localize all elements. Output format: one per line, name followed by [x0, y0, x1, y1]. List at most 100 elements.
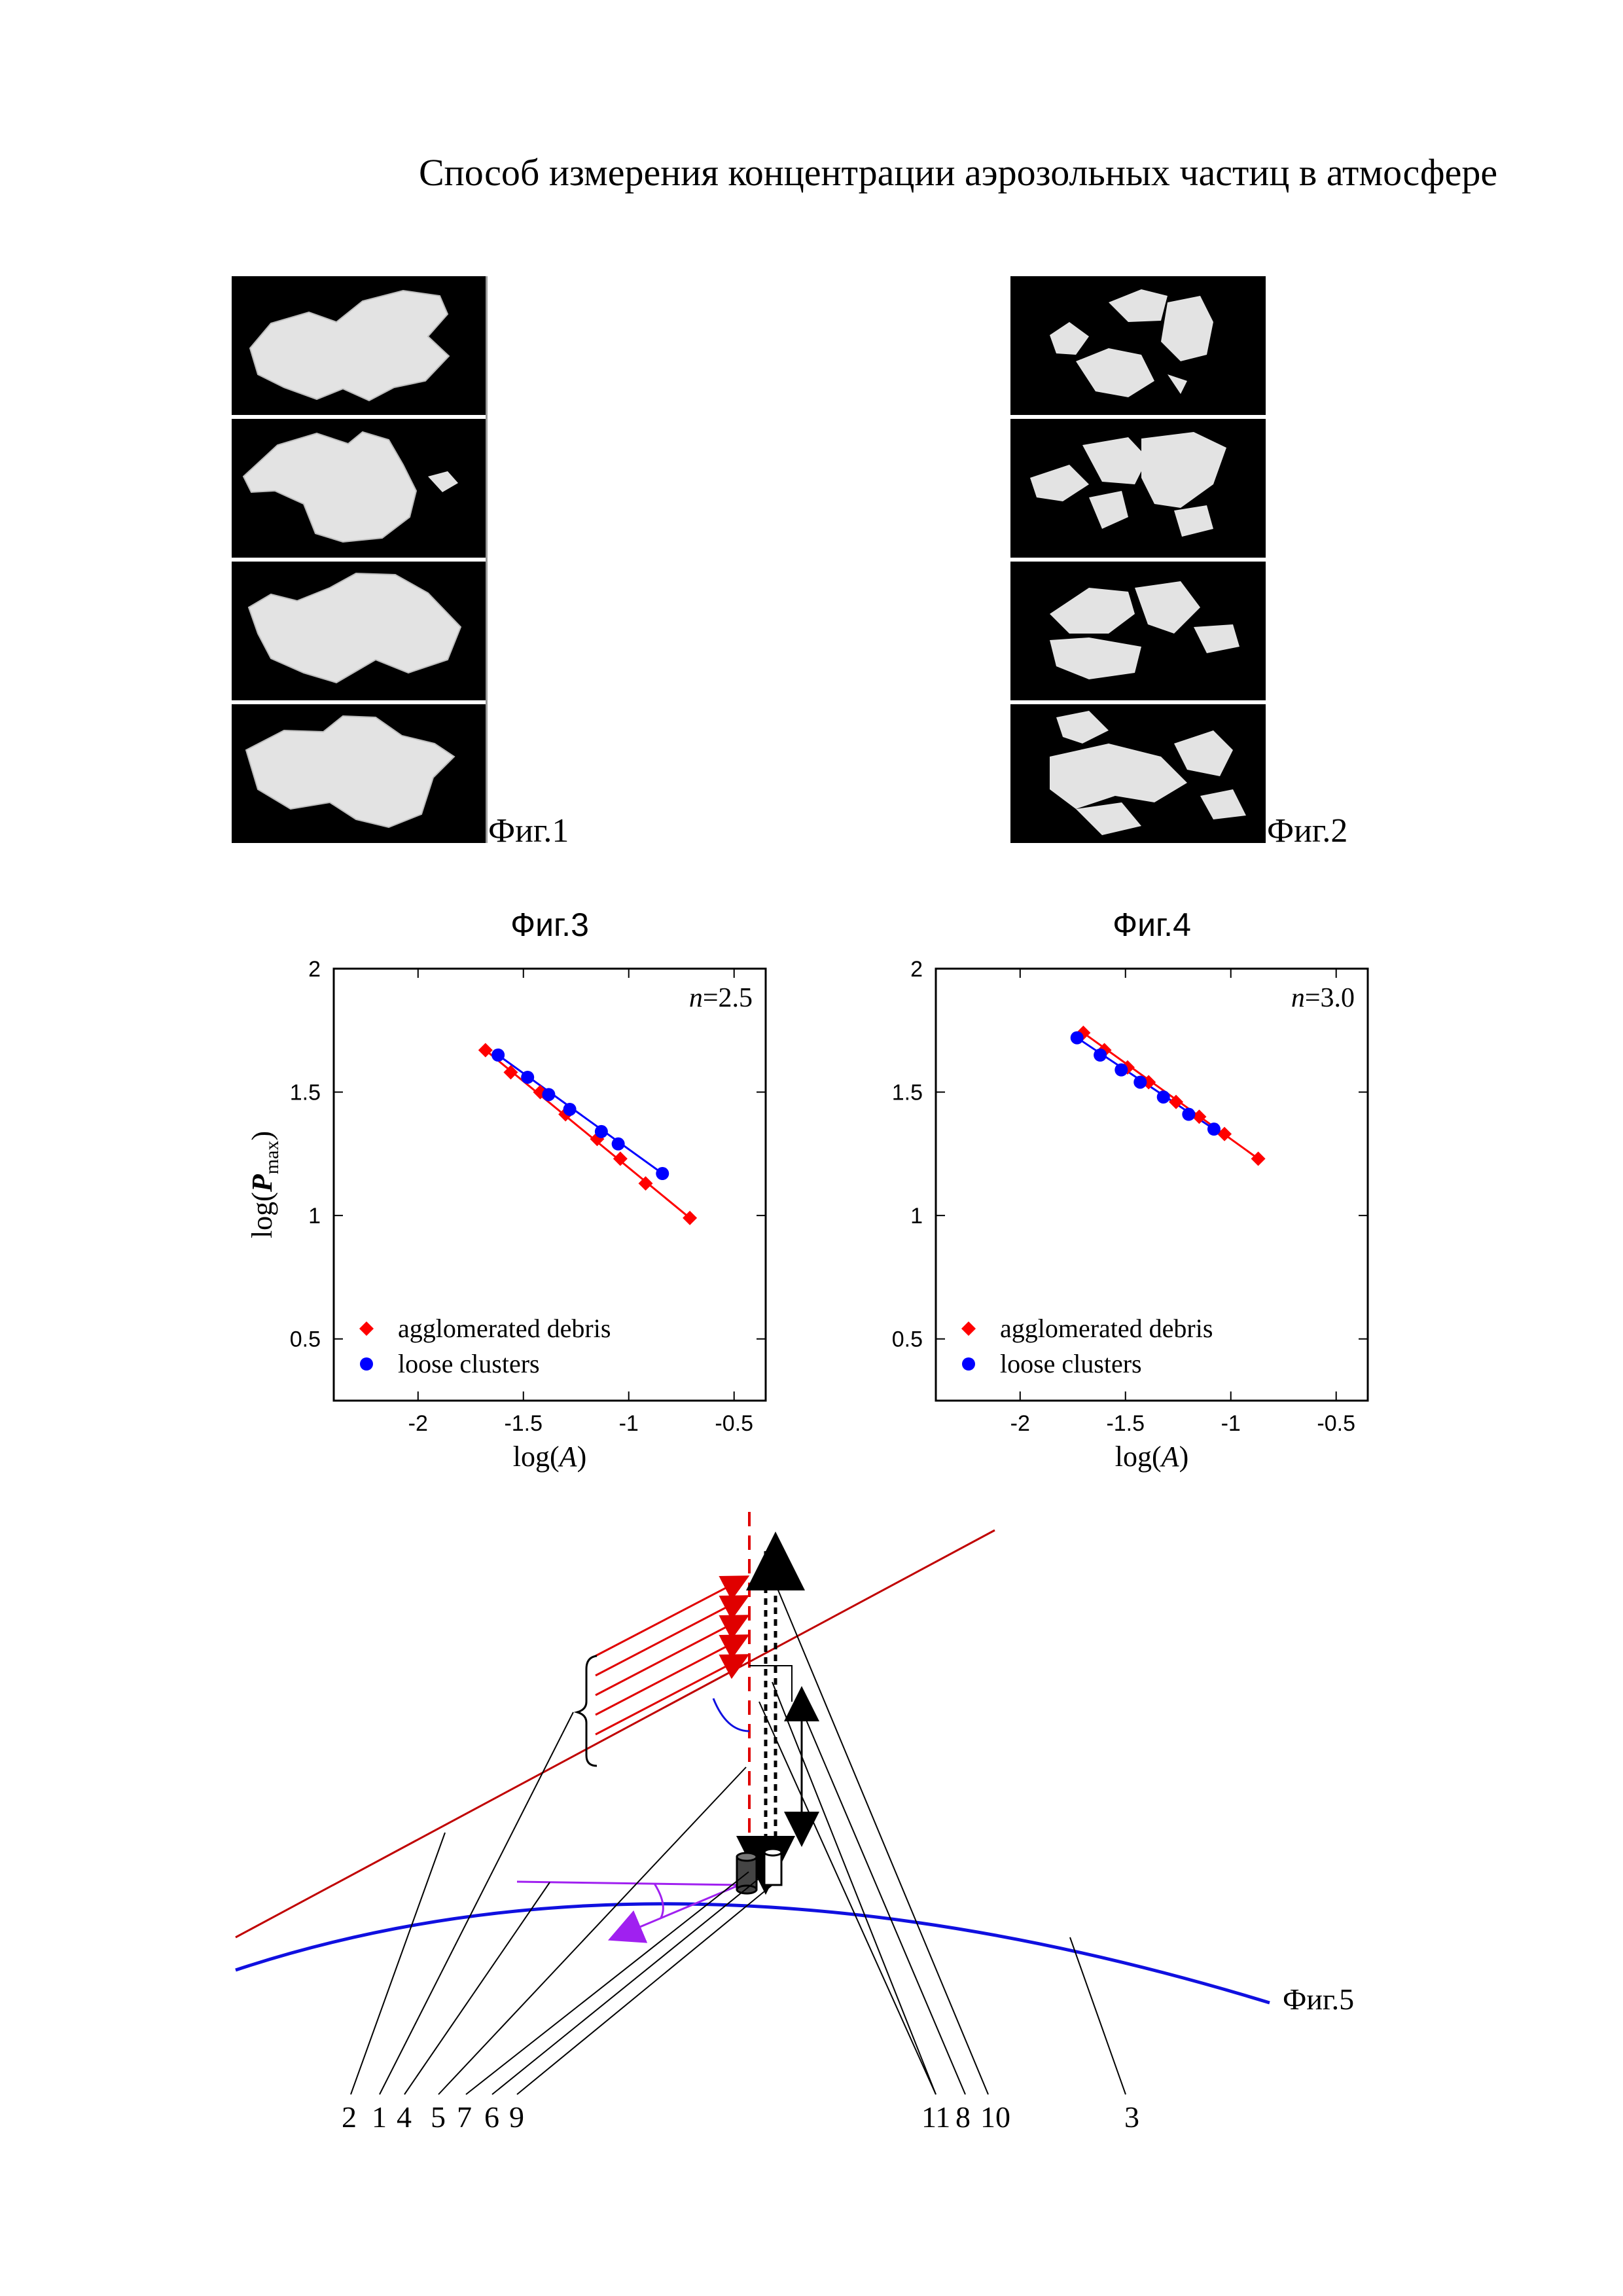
cluster-image [1010, 704, 1266, 843]
y-tick-label: 1.5 [892, 1081, 923, 1105]
page-title: Способ измерения концентрации аэрозольны… [419, 151, 1498, 194]
fit-line-agglomerated [1082, 1031, 1259, 1160]
x-tick-label: -2 [408, 1411, 428, 1436]
scattered-ray [607, 1884, 740, 1943]
callout-label: 1 [372, 2100, 387, 2134]
incident-ray [595, 1595, 750, 1677]
legend-label: agglomerated debris [398, 1314, 611, 1343]
data-point-loose [1156, 1090, 1170, 1104]
exponent-annotation: n=2.5 [689, 983, 753, 1013]
callout-label: 6 [484, 2100, 499, 2134]
x-tick-label: -1 [1221, 1411, 1241, 1436]
y-tick-label: 0.5 [290, 1327, 321, 1352]
chart-title: Фиг.4 [1113, 906, 1191, 943]
cluster-image [1010, 562, 1266, 700]
legend-label: agglomerated debris [1000, 1314, 1213, 1343]
cluster-image [232, 276, 487, 415]
incident-ray [595, 1575, 750, 1657]
cluster-image [232, 562, 487, 700]
legend-label: loose clusters [1000, 1349, 1142, 1378]
data-point-agglomerated [683, 1210, 698, 1225]
fit-line-agglomerated [484, 1049, 691, 1219]
data-point-agglomerated [1251, 1151, 1266, 1166]
cluster-image [232, 419, 487, 558]
chart-title: Фиг.3 [510, 906, 589, 943]
zenith-angle-arc [712, 1698, 750, 1732]
data-point-loose [1207, 1122, 1221, 1136]
data-point-loose [594, 1124, 608, 1138]
data-point-agglomerated [638, 1176, 653, 1191]
exponent-annotation: n=3.0 [1291, 983, 1355, 1013]
callout-label: 9 [509, 2100, 524, 2134]
data-point-loose [491, 1049, 505, 1062]
data-point-loose [542, 1088, 556, 1102]
legend-label: loose clusters [398, 1349, 540, 1378]
height-bracket [749, 1665, 793, 1702]
callout-leaders [350, 1583, 1126, 2095]
callout-label: 3 [1124, 2100, 1139, 2134]
y-tick-label: 2 [308, 957, 321, 982]
x-axis-label: log(A) [513, 1441, 586, 1473]
x-axis-label: log(A) [1115, 1441, 1188, 1473]
receiver-device [763, 1848, 783, 1886]
callout-label: 5 [431, 2100, 446, 2134]
x-tick-label: -0.5 [1317, 1411, 1355, 1436]
data-point-loose [1070, 1031, 1084, 1045]
data-point-agglomerated [1169, 1094, 1184, 1109]
callout-label: 4 [397, 2100, 412, 2134]
figure-5-schematic: Фиг.5 2 1 4 5 7 6 9 11 8 10 3 [196, 1505, 1479, 2134]
y-tick-label: 1.5 [290, 1081, 321, 1105]
x-tick-label: -1 [619, 1411, 639, 1436]
ray-bundle-brace [573, 1655, 597, 1767]
data-point-loose [1094, 1049, 1107, 1062]
callout-label: 7 [457, 2100, 472, 2134]
y-axis-label: log(Pmax) [246, 1131, 283, 1238]
legend-marker [962, 1357, 975, 1371]
x-tick-label: -2 [1010, 1411, 1030, 1436]
data-point-agglomerated [478, 1043, 493, 1058]
cluster-image [1010, 276, 1266, 415]
cluster-image [232, 704, 487, 843]
data-point-agglomerated [590, 1132, 605, 1147]
data-point-loose [563, 1102, 577, 1116]
data-point-agglomerated [613, 1151, 628, 1166]
plot-frame [332, 967, 767, 1402]
y-tick-label: 0.5 [892, 1327, 923, 1352]
x-tick-label: -0.5 [715, 1411, 753, 1436]
figure-4-chart: Фиг.4 -2 -1.5 -1 -0.5 0.5 1 1.5 2 log(A) n=3.0 aggl… [864, 906, 1466, 1486]
figure-1-caption: Фиг.1 [488, 812, 569, 850]
incident-ray [595, 1654, 750, 1736]
data-point-loose [1133, 1075, 1147, 1089]
legend-marker [360, 1357, 373, 1371]
data-point-agglomerated [1217, 1126, 1232, 1141]
lidar-device [736, 1852, 758, 1895]
data-point-agglomerated [1192, 1109, 1207, 1124]
legend-marker [961, 1321, 976, 1336]
incident-ray [595, 1615, 750, 1696]
callout-label: 10 [980, 2100, 1010, 2134]
horizon-tangent [516, 1880, 740, 1886]
figure-5-caption: Фиг.5 [1283, 1982, 1354, 2016]
callout-label: 11 [921, 2100, 950, 2134]
cluster-image [1010, 419, 1266, 558]
x-tick-label: -1.5 [1106, 1411, 1145, 1436]
callout-label: 8 [955, 2100, 971, 2134]
x-tick-label: -1.5 [504, 1411, 543, 1436]
data-point-loose [1115, 1063, 1128, 1077]
y-tick-label: 2 [910, 957, 923, 982]
data-point-agglomerated [1120, 1060, 1135, 1075]
data-point-agglomerated [503, 1065, 518, 1080]
incident-ray [595, 1634, 750, 1716]
figure-3-chart: Фиг.3 -2 -1.5 -1 -0.5 0.5 1 1.5 2 log(A) log(Pmax)… [236, 906, 864, 1486]
data-point-loose [521, 1070, 535, 1084]
data-point-loose [611, 1137, 625, 1151]
panel-divider [486, 276, 488, 843]
callout-label: 2 [342, 2100, 357, 2134]
plot-frame [935, 967, 1369, 1402]
earth-surface-curve [235, 1902, 1270, 2005]
figure-2-caption: Фиг.2 [1267, 812, 1348, 850]
legend-marker [359, 1321, 374, 1336]
data-point-loose [1182, 1107, 1196, 1121]
y-tick-label: 1 [308, 1204, 321, 1229]
y-tick-label: 1 [910, 1204, 923, 1229]
